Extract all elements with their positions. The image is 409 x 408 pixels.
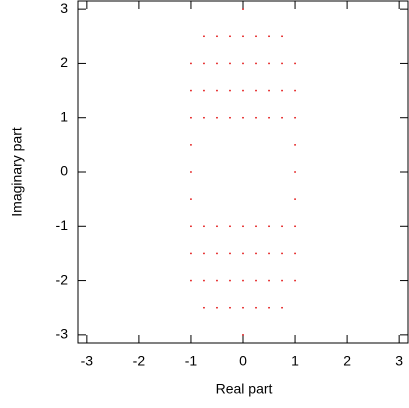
point [203,89,205,92]
point [294,279,296,282]
x-tick-label: 3 [395,353,403,369]
point [229,279,231,282]
point [294,171,296,173]
y-tick-label: 3 [60,0,68,16]
point [190,89,192,92]
point [242,252,244,255]
y-tick-label: -3 [56,326,69,342]
point [255,252,257,255]
y-tick-label: -1 [56,217,69,233]
x-tick-label: -2 [133,353,146,369]
point [281,252,283,255]
point [242,89,244,92]
point [281,306,283,309]
point [242,306,244,309]
point [229,35,231,38]
point [294,225,296,228]
point [268,279,270,282]
point [294,144,296,146]
point [190,171,192,173]
point [281,89,283,92]
point [203,35,205,38]
point [281,116,283,119]
point [268,306,270,309]
point [294,89,296,92]
point [203,225,205,228]
point [229,306,231,309]
y-tick-label: 2 [60,54,68,70]
point [216,35,218,38]
point [190,279,192,282]
point [216,116,218,119]
y-axis-label: Imaginary part [9,127,25,217]
x-tick-label: -1 [185,353,198,369]
point [190,252,192,255]
point [229,89,231,92]
point [255,89,257,92]
point [216,62,218,65]
point [268,62,270,65]
point [255,116,257,119]
point [268,225,270,228]
point [242,279,244,282]
point [216,225,218,228]
x-axis-label: Real part [216,381,273,397]
point [294,116,296,119]
point [281,279,283,282]
y-tick-label: -2 [56,271,69,287]
point [229,62,231,65]
point [203,279,205,282]
point [255,225,257,228]
point [255,35,257,38]
point [281,62,283,65]
point [190,62,192,65]
point [190,144,192,146]
point [216,279,218,282]
point [294,198,296,200]
point [229,252,231,255]
point [281,35,283,38]
point [190,225,192,228]
point [294,62,296,65]
point [255,306,257,309]
point [203,306,205,309]
point [242,116,244,119]
point [268,116,270,119]
point [229,225,231,228]
point [229,116,231,119]
point [242,35,244,38]
point [203,116,205,119]
x-tick-label: 2 [343,353,351,369]
point [242,225,244,228]
point [268,252,270,255]
point [268,89,270,92]
point [190,116,192,119]
point [216,306,218,309]
point [203,62,205,65]
point [242,62,244,65]
point [190,198,192,200]
plot-frame [77,0,409,344]
point [242,334,244,336]
point [203,252,205,255]
point [281,225,283,228]
x-tick-label: 0 [239,353,247,369]
point [255,279,257,282]
point [216,89,218,92]
point [242,8,244,10]
y-tick-label: 0 [60,163,68,179]
x-tick-label: 1 [291,353,299,369]
point [294,252,296,255]
point [216,252,218,255]
point [255,62,257,65]
y-tick-label: 1 [60,108,68,124]
x-tick-label: -3 [81,353,94,369]
point [268,35,270,38]
